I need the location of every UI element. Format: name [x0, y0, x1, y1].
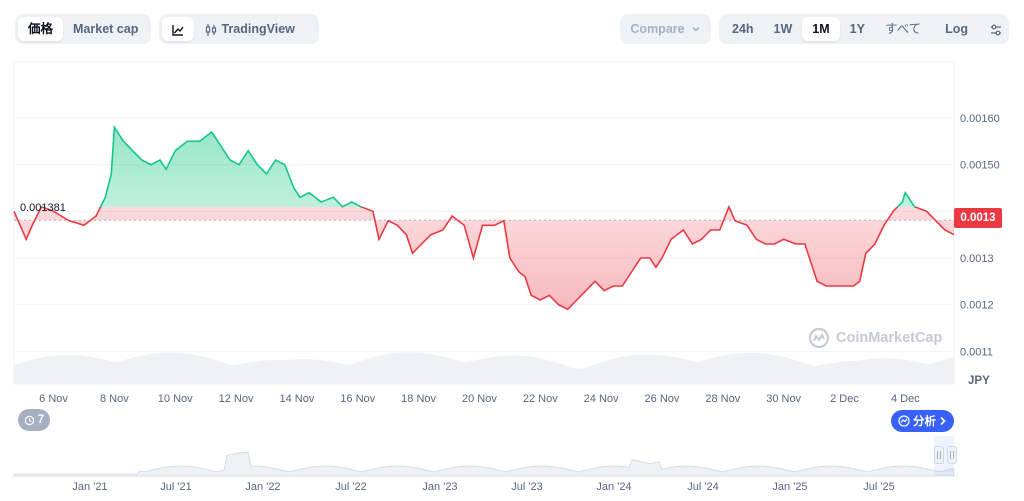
y-tick-label: 0.0011 — [960, 346, 993, 358]
events-badge[interactable]: 7 — [18, 409, 50, 431]
price-area — [13, 124, 955, 311]
line-chart-icon — [172, 24, 184, 36]
x-tick-label: 10 Nov — [158, 393, 193, 405]
navigator-tick-label: Jan '25 — [772, 481, 807, 493]
x-tick-label: 14 Nov — [279, 393, 314, 405]
chevron-right-icon — [940, 416, 946, 426]
tab-price[interactable]: 価格 — [18, 17, 64, 41]
x-tick-label: 18 Nov — [401, 393, 436, 405]
tab-market-cap[interactable]: Market cap — [73, 22, 139, 36]
navigator-handle-right[interactable] — [947, 446, 957, 464]
tradingview-label: TradingView — [221, 22, 295, 36]
coinmarketcap-watermark: CoinMarketCap — [808, 327, 942, 349]
history-icon — [24, 415, 35, 425]
line-chart-button[interactable] — [162, 17, 194, 41]
range-toggle: 24h 1W 1M 1Y すべて Log — [719, 14, 1009, 44]
analysis-icon — [898, 415, 910, 427]
compare-dropdown[interactable]: Compare — [620, 14, 711, 44]
navigator-tick-label: Jan '22 — [245, 481, 280, 493]
navigator[interactable]: Jan '21 Jul '21 Jan '22 Jul '22 Jan '23 Jul '… — [13, 436, 955, 493]
x-tick-label: 22 Nov — [523, 393, 558, 405]
watermark-text: CoinMarketCap — [836, 330, 943, 346]
navigator-tick-label: Jan '24 — [596, 481, 631, 493]
chart-toolbar: 価格 Market cap TradingView Compare 24h 1W — [0, 14, 1024, 46]
reference-price-label: 0.001381 — [20, 202, 66, 214]
analysis-button[interactable]: 分析 — [891, 410, 954, 432]
y-tick-label: 0.0013 — [960, 253, 994, 265]
y-tick-label: 0.00150 — [960, 160, 1000, 172]
candlestick-icon — [205, 23, 217, 36]
compare-label: Compare — [630, 22, 685, 36]
y-tick-label: 0.0012 — [960, 300, 994, 312]
analysis-label: 分析 — [913, 416, 936, 428]
x-tick-label: 16 Nov — [340, 393, 375, 405]
navigator-area — [13, 451, 955, 477]
x-tick-label: 12 Nov — [219, 393, 254, 405]
x-tick-label: 24 Nov — [584, 393, 619, 405]
x-tick-label: 30 Nov — [766, 393, 801, 405]
volume-bars — [14, 352, 954, 384]
x-tick-label: 26 Nov — [645, 393, 680, 405]
price-line-down — [13, 207, 955, 311]
x-tick-label: 20 Nov — [462, 393, 497, 405]
navigator-tick-label: Jan '21 — [72, 481, 107, 493]
area-above-baseline — [41, 127, 916, 207]
navigator-tick-label: Jul '23 — [511, 481, 542, 493]
chart-type-toggle: TradingView — [159, 14, 319, 44]
currency-label: JPY — [968, 375, 990, 387]
range-1y[interactable]: 1Y — [849, 22, 865, 36]
range-1w[interactable]: 1W — [773, 22, 793, 36]
events-count: 7 — [37, 414, 45, 426]
metric-toggle: 価格 Market cap — [15, 14, 151, 44]
x-tick-label: 2 Dec — [830, 393, 859, 405]
range-24h[interactable]: 24h — [732, 22, 754, 36]
range-1m[interactable]: 1M — [802, 17, 840, 41]
navigator-tick-label: Jan '23 — [422, 481, 457, 493]
navigator-tick-label: Jul '25 — [863, 481, 894, 493]
x-tick-label: 28 Nov — [705, 393, 740, 405]
chart-settings-button[interactable] — [982, 17, 1010, 41]
x-axis: 6 Nov 8 Nov 10 Nov 12 Nov 14 Nov 16 Nov 18 Nov… — [39, 393, 920, 405]
navigator-handle-left[interactable] — [934, 446, 944, 464]
navigator-tick-label: Jul '21 — [160, 481, 191, 493]
y-tick-label: 0.00160 — [960, 113, 1000, 125]
x-tick-label: 4 Dec — [891, 393, 920, 405]
volume-silhouette — [14, 352, 954, 384]
range-all[interactable]: すべて — [884, 22, 922, 36]
price-line-up — [40, 124, 918, 207]
coinmarketcap-logo-icon — [808, 327, 830, 349]
x-tick-label: 8 Nov — [100, 393, 129, 405]
navigator-tick-label: Jul '22 — [335, 481, 366, 493]
chevron-down-icon — [692, 26, 700, 32]
log-scale-button[interactable]: Log — [945, 22, 969, 36]
navigator-tick-label: Jul '24 — [687, 481, 718, 493]
area-below-baseline — [14, 207, 954, 310]
sliders-icon — [991, 24, 1002, 36]
x-tick-label: 6 Nov — [39, 393, 68, 405]
tradingview-button[interactable]: TradingView — [194, 17, 305, 41]
current-price-tag: 0.0013 — [954, 208, 1002, 228]
